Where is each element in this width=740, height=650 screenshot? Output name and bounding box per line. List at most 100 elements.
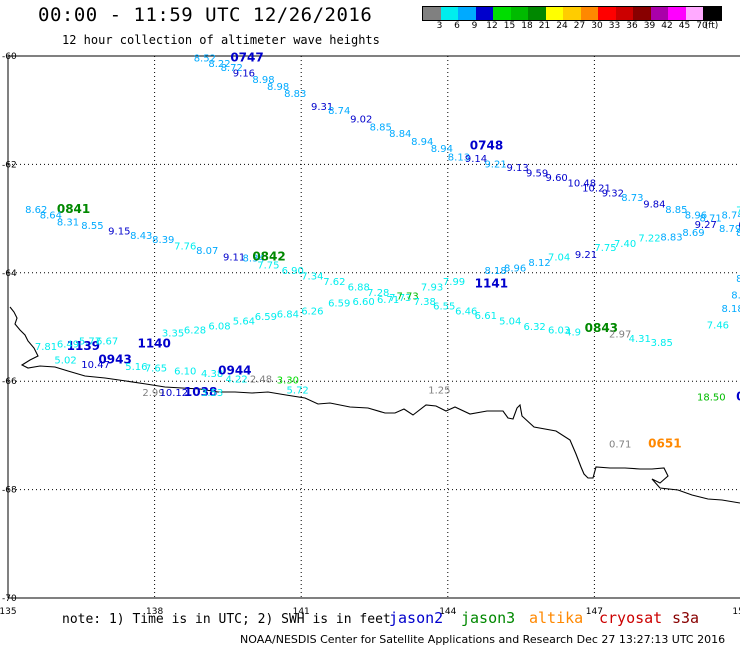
wave-height-value: 4.31 [629,334,651,345]
wave-height-value: 8.43 [736,228,740,239]
wave-height-value: 7.40 [614,239,636,250]
legend-swatch [458,7,476,20]
latitude-label: -64 [2,269,17,279]
wave-height-value: 7.99 [443,277,465,288]
legend-swatch [650,7,668,20]
wave-height-value: 8.72 [221,63,243,74]
wave-height-value: 7.38 [414,297,436,308]
wave-height-value: 7.22 [638,234,660,245]
legend-swatch [633,7,651,20]
wave-height-value: 5.16 [125,362,147,373]
wave-height-value: 8.22 [208,59,230,70]
wave-height-value: 8.13 [731,290,740,301]
wave-height-value: 2.48 [250,374,272,385]
wave-height-value: 10.48 [568,178,597,189]
longitude-label: 135 [0,607,17,617]
wave-height-value: 7.4 [736,205,740,216]
pass-time-label: 0944 [218,363,251,377]
pass-time-label: 0651 [648,437,681,451]
wave-height-value: 8.83 [284,89,306,100]
wave-height-value: 8.85 [665,205,687,216]
legend-tick-label: 12 [486,21,498,31]
wave-height-value: 2.97 [609,330,631,341]
wave-height-value: 8.79 [719,224,740,235]
wave-height-value: 8.34 [243,254,265,265]
wave-height-value: 6.84 [277,309,299,320]
wave-height-value: 9.21 [484,159,506,170]
legend-swatch [440,7,458,20]
wave-height-value: 8.84 [389,129,411,140]
wave-height-value: 6.26 [301,307,323,318]
satellite-cryosat: cryosat [599,609,663,627]
wave-height-value: 10.21 [582,184,611,195]
wave-height-value: 6.90 [282,266,304,277]
wave-height-value: 8.62 [25,205,47,216]
wave-height-value: 8.43 [130,231,152,242]
wave-height-value: 9.32 [602,189,624,200]
wave-height-value: 8.13 [448,152,470,163]
wave-height-value: 8.96 [504,263,526,274]
wave-height-value: 8.07 [196,246,218,257]
wave-height-value: 8.18 [721,304,740,315]
axis-labels: 135 138 141 144 147 150 -60 -62 -64 -66 -68 -70 [0,52,740,617]
wave-height-value: 8.73 [621,193,643,204]
map-subtitle: 12 hour collection of altimeter wave hei… [62,33,380,47]
satellite-altika: altika [529,609,584,627]
legend-tick-label: 33 [608,21,621,31]
wave-height-value: 8.55 [81,221,103,232]
wave-height-value: 7.73 [396,292,418,303]
longitude-label: 150 [732,607,740,617]
wave-height-value: 6.10 [174,366,196,377]
wave-height-value: 7.46 [707,320,729,331]
pass-time-label: 1038 [184,385,217,399]
wave-height-value: 8.69 [682,228,704,239]
map-title: 00:00 - 11:59 UTC 12/26/2016 [38,4,373,26]
wave-height-value: 9.27 [695,220,717,231]
pass-time-label: 0842 [252,250,285,264]
wave-height-value: 6.71 [377,295,399,306]
wave-height-value: 3.53 [201,388,223,399]
satellite-jason2: jason2 [389,609,444,627]
wave-height-value: 5.77 [79,337,101,348]
wave-height-value: 7.93 [421,282,443,293]
latitude-label: -68 [2,486,17,496]
wave-height-value: 3.35 [162,328,184,339]
pass-time-label: 09 [736,389,740,403]
wave-height-value: 6.59 [255,312,277,323]
wave-height-value: 3.85 [651,338,673,349]
wave-height-value: 6.61 [475,311,497,322]
wave-height-value: 8.85 [370,122,392,133]
wave-height-value: 8.96 [685,210,707,221]
wave-height-value: 7.76 [174,242,196,253]
legend-tick-label: 30 [591,21,603,31]
wave-height-value: 6.46 [455,307,477,318]
legend-swatch [668,7,686,20]
wave-height-value: 3.30 [277,376,299,387]
legend-swatch [493,7,511,20]
wave-height-value: 8.94 [411,137,433,148]
wave-height-value: 5.02 [54,356,76,367]
latitude-label: -62 [2,160,17,170]
legend-swatch [545,7,563,20]
pass-time-label: 1139 [67,339,100,353]
legend-tick-label: 15 [503,21,516,31]
wave-height-value: 8.64 [40,210,62,221]
legend-tick-label: 21 [538,21,551,31]
pass-time-label: 0943 [98,353,131,367]
legend-tick-label: 24 [556,21,568,31]
antarctic-coastline [9,306,740,504]
wave-height-value: 6.88 [348,282,370,293]
wave-height-value: 8.52 [194,54,216,65]
wave-height-value: 8.94 [431,144,453,155]
grid-lines [7,55,740,599]
pass-time-label: 0748 [470,138,503,152]
wave-height-value: 7.04 [548,253,570,264]
wave-height-value: 9.59 [526,169,548,180]
wave-height-value: 5.64 [233,316,255,327]
wave-height-value: 6.08 [208,321,230,332]
color-legend-labels: 3 6 9 12 15 18 21 24 27 30 33 36 39 42 45 70 (ft) [422,21,740,33]
legend-tick-label: 42 [661,21,673,31]
wave-height-value: 7.75 [257,261,279,272]
pass-time-label: 1140 [137,336,170,350]
